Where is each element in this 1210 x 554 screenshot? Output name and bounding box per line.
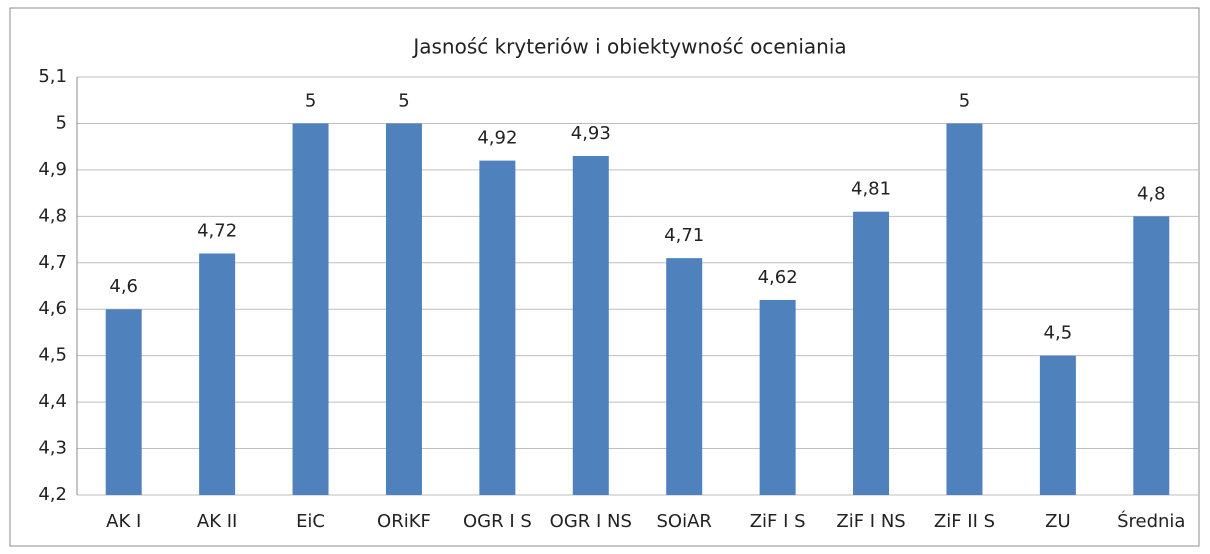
data-label: 4,72 (197, 220, 237, 241)
data-label: 4,6 (109, 276, 138, 297)
x-tick-label: EiC (296, 511, 325, 532)
data-label: 5 (398, 90, 409, 111)
chart-title: Jasność kryteriów i obiektywność ocenian… (411, 35, 846, 59)
x-tick-label: SOiAR (656, 511, 711, 532)
x-tick-label: ZiF I S (750, 511, 806, 532)
x-tick-label: OGR I S (463, 511, 532, 532)
y-tick-label: 4,2 (38, 484, 67, 505)
bar (853, 211, 890, 495)
y-tick-label: 4,4 (38, 391, 67, 412)
x-tick-label: ZU (1045, 511, 1071, 532)
data-label: 4,5 (1044, 323, 1073, 344)
data-label: 4,62 (758, 267, 798, 288)
x-tick-label: AK II (197, 511, 237, 532)
data-label: 5 (305, 90, 316, 111)
x-tick-label: Średnia (1117, 510, 1185, 532)
x-tick-label: OGR I NS (550, 511, 632, 532)
x-tick-label: ZiF II S (934, 511, 995, 532)
x-tick-label: AK I (106, 511, 141, 532)
y-tick-label: 4,7 (38, 252, 67, 273)
bar (479, 160, 516, 495)
data-label: 5 (959, 90, 970, 111)
y-tick-label: 4,9 (38, 159, 67, 180)
data-label: 4,8 (1137, 183, 1166, 204)
data-label: 4,92 (477, 128, 517, 149)
bar (946, 123, 983, 495)
bar (1133, 216, 1170, 496)
data-label: 4,71 (664, 225, 704, 246)
x-tick-label: ZiF I NS (836, 511, 905, 532)
x-tick-label: ORiKF (377, 511, 431, 532)
y-tick-label: 4,3 (38, 438, 67, 459)
y-tick-label: 5,1 (38, 66, 67, 87)
bar (759, 299, 796, 495)
data-label: 4,93 (571, 123, 611, 144)
y-tick-label: 4,8 (38, 205, 67, 226)
bar (199, 253, 236, 495)
y-tick-label: 5 (56, 112, 67, 133)
bar (105, 309, 142, 495)
bar (292, 123, 329, 495)
y-tick-label: 4,6 (38, 298, 67, 319)
bar (1039, 355, 1076, 495)
bar (385, 123, 422, 495)
y-tick-label: 4,5 (38, 345, 67, 366)
bar (572, 155, 609, 495)
bar (666, 258, 703, 495)
data-label: 4,81 (851, 179, 891, 200)
